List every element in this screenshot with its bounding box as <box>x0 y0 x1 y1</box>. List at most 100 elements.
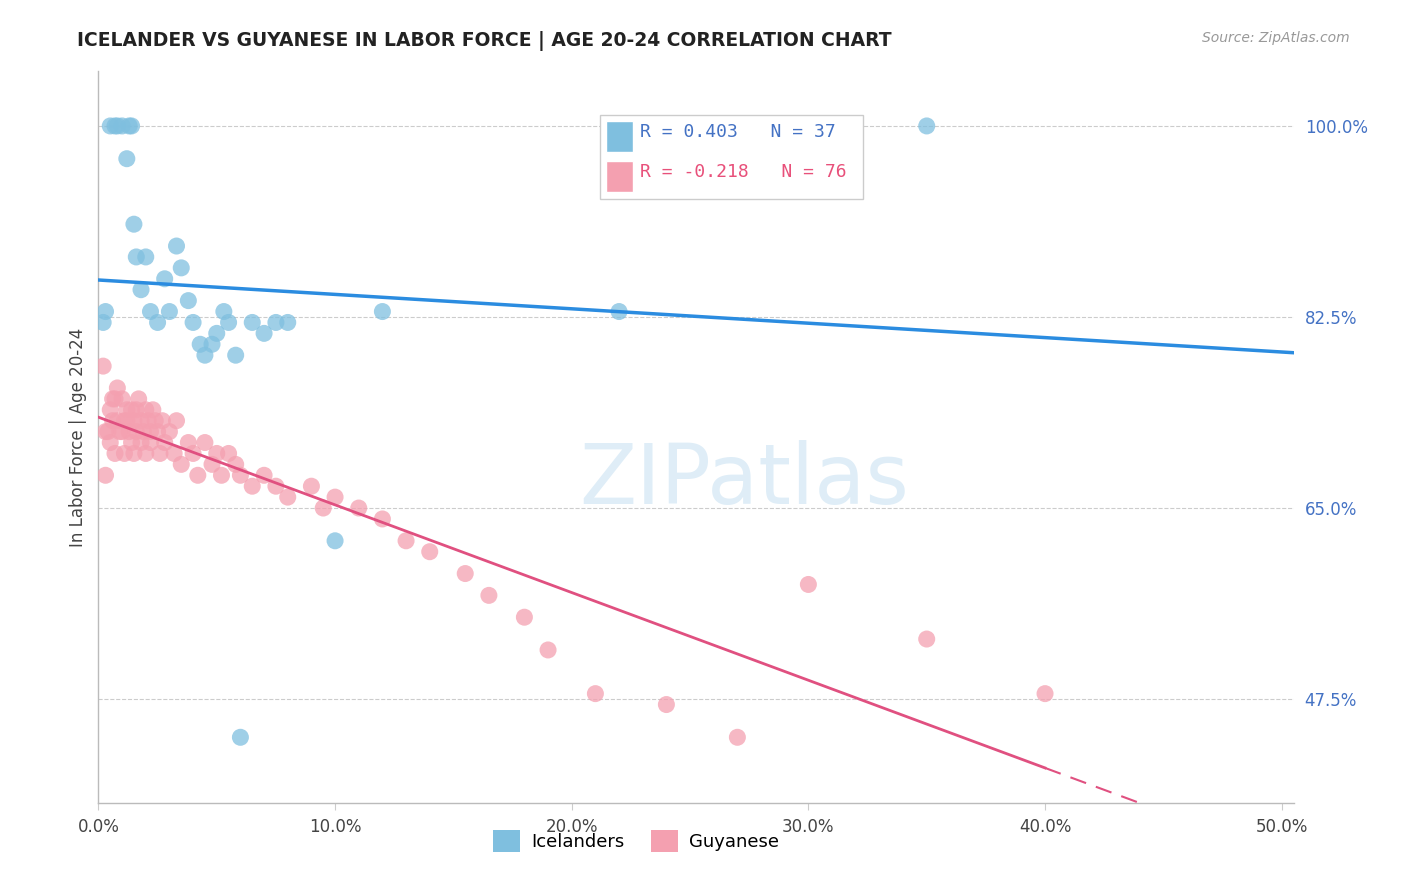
Point <box>114 414 136 428</box>
Point <box>149 446 172 460</box>
Point <box>115 414 138 428</box>
Point <box>170 260 193 275</box>
Point <box>323 533 346 548</box>
Point <box>118 425 141 439</box>
Point <box>194 348 217 362</box>
Point <box>187 468 209 483</box>
Point <box>105 381 128 395</box>
Point <box>105 414 128 428</box>
Point <box>915 119 938 133</box>
Point <box>114 446 136 460</box>
Point <box>111 392 134 406</box>
Point <box>121 402 143 417</box>
Point <box>153 435 176 450</box>
Point <box>181 446 204 460</box>
Point <box>101 392 124 406</box>
Point <box>201 337 224 351</box>
Point <box>101 414 124 428</box>
Legend: Icelanders, Guyanese: Icelanders, Guyanese <box>486 823 786 860</box>
Point <box>181 315 204 329</box>
Point <box>98 435 121 450</box>
Point <box>125 402 148 417</box>
Point <box>122 446 145 460</box>
Point <box>135 446 157 460</box>
Point <box>111 119 134 133</box>
Point <box>513 610 536 624</box>
Point <box>655 698 678 712</box>
Point <box>115 152 138 166</box>
Point <box>607 304 630 318</box>
Point <box>229 468 252 483</box>
Point <box>104 392 127 406</box>
Point <box>94 468 117 483</box>
Point <box>218 446 240 460</box>
Point <box>98 119 121 133</box>
Point <box>583 687 606 701</box>
Point <box>277 490 299 504</box>
Point <box>212 304 235 318</box>
Point <box>146 315 169 329</box>
Point <box>143 414 166 428</box>
Point <box>253 468 276 483</box>
Point <box>264 479 287 493</box>
Bar <box>606 121 633 152</box>
Text: Source: ZipAtlas.com: Source: ZipAtlas.com <box>1202 31 1350 45</box>
Point <box>371 304 394 318</box>
Point <box>135 250 157 264</box>
Point <box>97 425 120 439</box>
Point <box>104 446 127 460</box>
Point <box>157 425 180 439</box>
Point <box>150 414 173 428</box>
Point <box>94 304 117 318</box>
Point <box>129 435 152 450</box>
Point <box>277 315 299 329</box>
Point <box>122 414 145 428</box>
Point <box>478 588 501 602</box>
Point <box>725 731 748 745</box>
Point <box>201 458 224 472</box>
Point <box>225 348 247 362</box>
Bar <box>606 161 633 192</box>
Point <box>225 458 247 472</box>
Point <box>111 425 134 439</box>
Point <box>299 479 322 493</box>
Text: R = 0.403   N = 37: R = 0.403 N = 37 <box>640 123 835 141</box>
Point <box>125 250 148 264</box>
Point <box>94 425 117 439</box>
Point <box>264 315 287 329</box>
Y-axis label: In Labor Force | Age 20-24: In Labor Force | Age 20-24 <box>69 327 87 547</box>
Point <box>157 304 180 318</box>
Point <box>371 512 394 526</box>
Point <box>170 458 193 472</box>
Point <box>915 632 938 646</box>
Point <box>118 119 141 133</box>
Point <box>163 446 186 460</box>
Point <box>105 119 128 133</box>
Point <box>129 283 152 297</box>
Point <box>108 425 131 439</box>
Point <box>323 490 346 504</box>
Point <box>146 425 169 439</box>
Point <box>218 315 240 329</box>
Point <box>177 435 200 450</box>
Point <box>205 446 228 460</box>
Point <box>121 435 143 450</box>
Point <box>240 315 263 329</box>
Point <box>312 501 335 516</box>
Point <box>537 643 560 657</box>
Point <box>139 304 162 318</box>
Point <box>115 402 138 417</box>
Text: ICELANDER VS GUYANESE IN LABOR FORCE | AGE 20-24 CORRELATION CHART: ICELANDER VS GUYANESE IN LABOR FORCE | A… <box>77 31 891 51</box>
Point <box>122 217 145 231</box>
Point <box>177 293 200 308</box>
Point <box>166 414 188 428</box>
Point <box>166 239 188 253</box>
Point <box>142 402 165 417</box>
Point <box>128 392 150 406</box>
Point <box>129 414 152 428</box>
Point <box>91 359 114 373</box>
Point <box>253 326 276 341</box>
Point <box>104 119 127 133</box>
Point <box>797 577 820 591</box>
Point <box>205 326 228 341</box>
